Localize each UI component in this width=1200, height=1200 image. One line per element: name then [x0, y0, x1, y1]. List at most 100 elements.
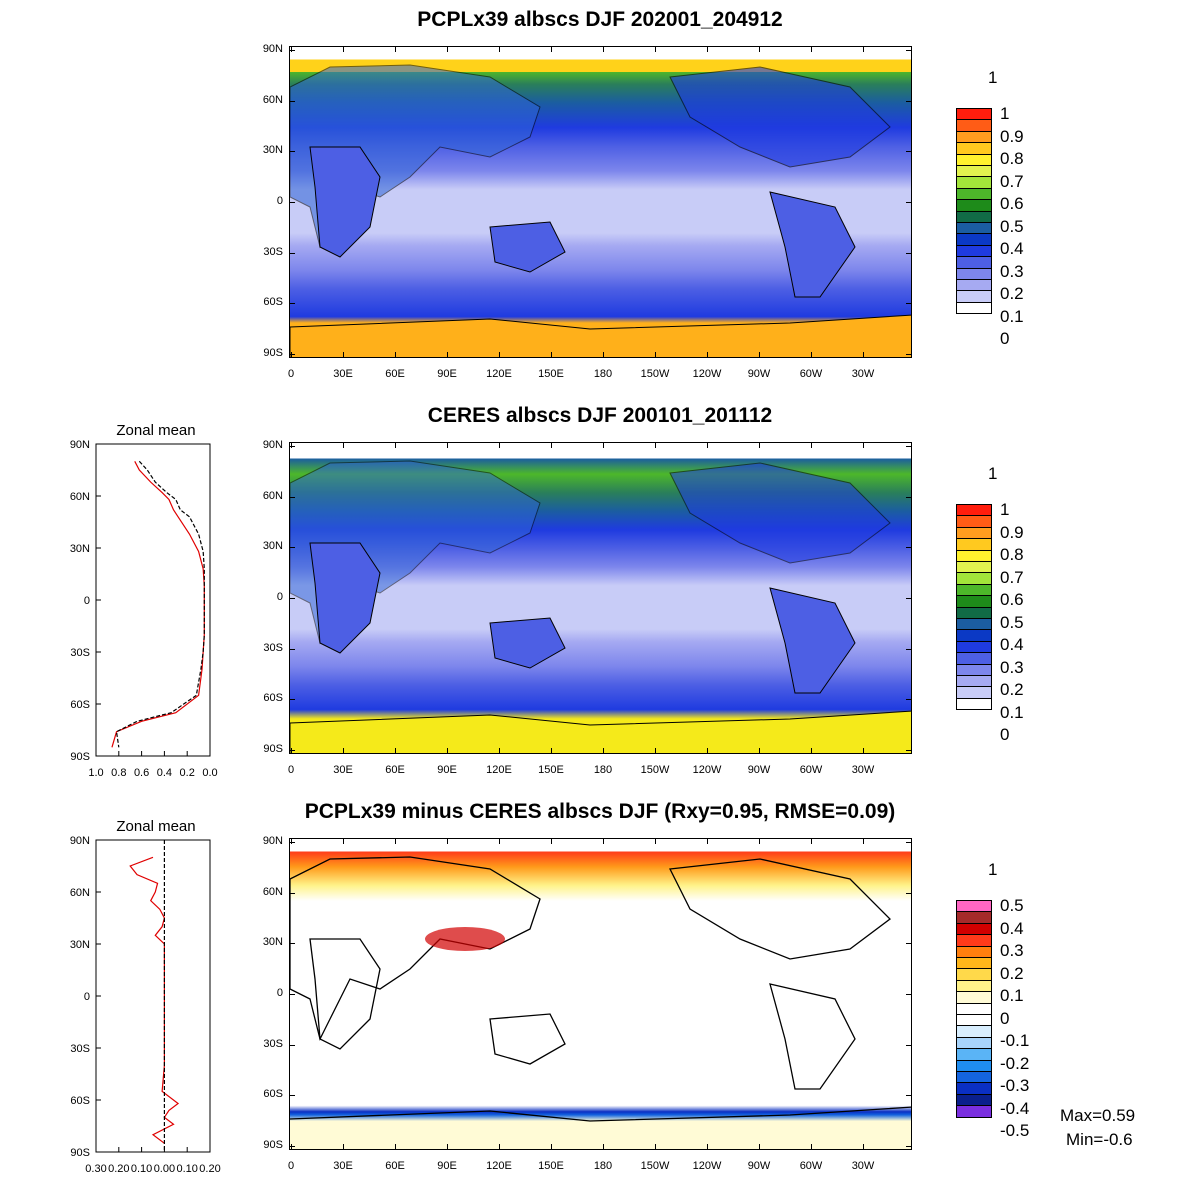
zonal-title-abs: Zonal mean: [116, 422, 196, 439]
zonal-lat-label: 30S: [70, 647, 90, 659]
lon-tick: [811, 748, 812, 754]
lat-tick: [289, 50, 295, 51]
lon-tick-label: 120E: [486, 764, 512, 776]
colorbar-diff-label: 0: [1000, 1008, 1010, 1028]
lon-tick: [655, 748, 656, 754]
lat-tick-label: 0: [276, 591, 283, 603]
lat-tick-label: 30N: [262, 540, 283, 553]
lat-tick: [289, 943, 295, 945]
colorbar-obs-label: 0.8: [1000, 545, 1024, 564]
lon-tick: [447, 442, 448, 448]
lon-tick-label: 30E: [333, 368, 353, 380]
unit-label-obs: 1: [988, 464, 998, 483]
lon-tick: [759, 748, 760, 754]
continents-model: [290, 64, 911, 357]
min-value: Min=-0.6: [1066, 1130, 1133, 1149]
lon-tick-label: 150E: [538, 368, 564, 380]
lat-tick: [906, 1095, 912, 1097]
zonal-lat-label: 0: [84, 595, 90, 607]
zonal-series-line: [115, 460, 205, 748]
lon-tick: [707, 46, 708, 52]
lon-tick: [863, 748, 864, 754]
lon-tick: [863, 46, 864, 52]
lon-tick-label: 180: [593, 368, 613, 380]
lon-tick-label: 90E: [437, 764, 457, 776]
lon-tick: [603, 1144, 604, 1150]
colorbar-diff-label: 0.5: [1000, 896, 1024, 915]
lon-tick: [551, 1144, 552, 1150]
lon-tick: [551, 442, 552, 448]
colorbar-obs-label: 0.5: [1000, 612, 1024, 632]
lon-tick-label: 60W: [799, 368, 823, 380]
colorbar-model-label: 0.2: [1000, 284, 1024, 303]
lon-tick: [759, 352, 760, 358]
colorbar-obs-label: 0.2: [1000, 680, 1024, 699]
zonal-lat-label: 30N: [70, 543, 90, 555]
panel-title-diff: PCPLx39 minus CERES albscs DJF (Rxy=0.95…: [304, 800, 896, 823]
lon-tick: [447, 1144, 448, 1150]
lat-tick: [906, 994, 912, 995]
colorbar-obs-label: 1: [1000, 500, 1010, 519]
lon-tick-label: 150W: [640, 1160, 670, 1172]
zonal-x-label: 0.8: [111, 767, 126, 779]
lon-tick: [291, 352, 292, 358]
lon-tick: [343, 442, 344, 448]
lon-tick: [759, 1144, 760, 1150]
lat-tick-label: 30S: [263, 1037, 283, 1050]
lon-tick-label: 120W: [692, 764, 722, 776]
map-model: [289, 46, 912, 358]
lat-tick-label: 90S: [263, 347, 283, 359]
zonal-lat-label: 90S: [70, 1147, 90, 1159]
colorbar-diff-label: -0.5: [1000, 1121, 1030, 1140]
lon-tick: [603, 442, 604, 448]
lon-tick: [395, 1144, 396, 1150]
lat-tick-label: 30S: [263, 245, 283, 258]
colorbar-model-label: 0: [1000, 329, 1010, 348]
lat-tick: [289, 892, 295, 894]
colorbar-model-label: 0.8: [1000, 149, 1024, 168]
lon-tick: [551, 46, 552, 52]
lat-tick: [289, 354, 295, 355]
zonal-x-label: 0.6: [134, 767, 149, 779]
lon-tick: [863, 838, 864, 844]
unit-label-diff: 1: [988, 860, 998, 879]
lat-tick-label: 60S: [263, 1088, 283, 1101]
zonal-lat-label: 60N: [70, 491, 90, 503]
lon-tick-label: 60W: [799, 1160, 823, 1172]
continents-obs: [290, 460, 911, 753]
lon-tick: [863, 1144, 864, 1150]
panel-title-obs: CERES albscs DJF 200101_201112: [427, 404, 773, 427]
lon-tick: [551, 748, 552, 754]
zonal-series-line: [129, 856, 180, 1144]
lon-tick: [395, 838, 396, 844]
colorbar-model-label: 0.9: [1000, 126, 1024, 146]
lon-tick: [655, 46, 656, 52]
lon-tick: [863, 352, 864, 358]
lon-tick: [343, 352, 344, 358]
zonal-title-diff: Zonal mean: [116, 818, 196, 835]
colorbar-obs-label: 0: [1000, 725, 1010, 744]
lat-tick-label: 60S: [263, 692, 283, 705]
colorbar-diff-label: 0.2: [1000, 963, 1024, 983]
lon-tick: [811, 442, 812, 448]
lon-tick: [707, 352, 708, 358]
lon-tick-label: 60E: [385, 1160, 405, 1172]
unit-label-model: 1: [988, 68, 998, 87]
zonal-lat-label: 60S: [70, 699, 90, 711]
zonal-series-line: [111, 461, 205, 748]
lat-tick: [289, 446, 295, 447]
lon-tick: [603, 838, 604, 844]
lat-tick-label: 0: [276, 987, 283, 999]
zonal-x-label: 0.4: [157, 767, 172, 779]
lon-tick-label: 150W: [640, 764, 670, 776]
colorbar-obs-label: 0.7: [1000, 567, 1024, 587]
lon-tick: [759, 838, 760, 844]
colorbar-model-label: 0.3: [1000, 261, 1024, 281]
lon-tick: [343, 748, 344, 754]
colorbar-obs-label: 0.9: [1000, 522, 1024, 542]
lat-tick: [289, 496, 295, 498]
zonal-lat-label: 30N: [70, 939, 90, 951]
zonal-x-label: 0.2: [180, 767, 195, 779]
lon-tick: [707, 442, 708, 448]
